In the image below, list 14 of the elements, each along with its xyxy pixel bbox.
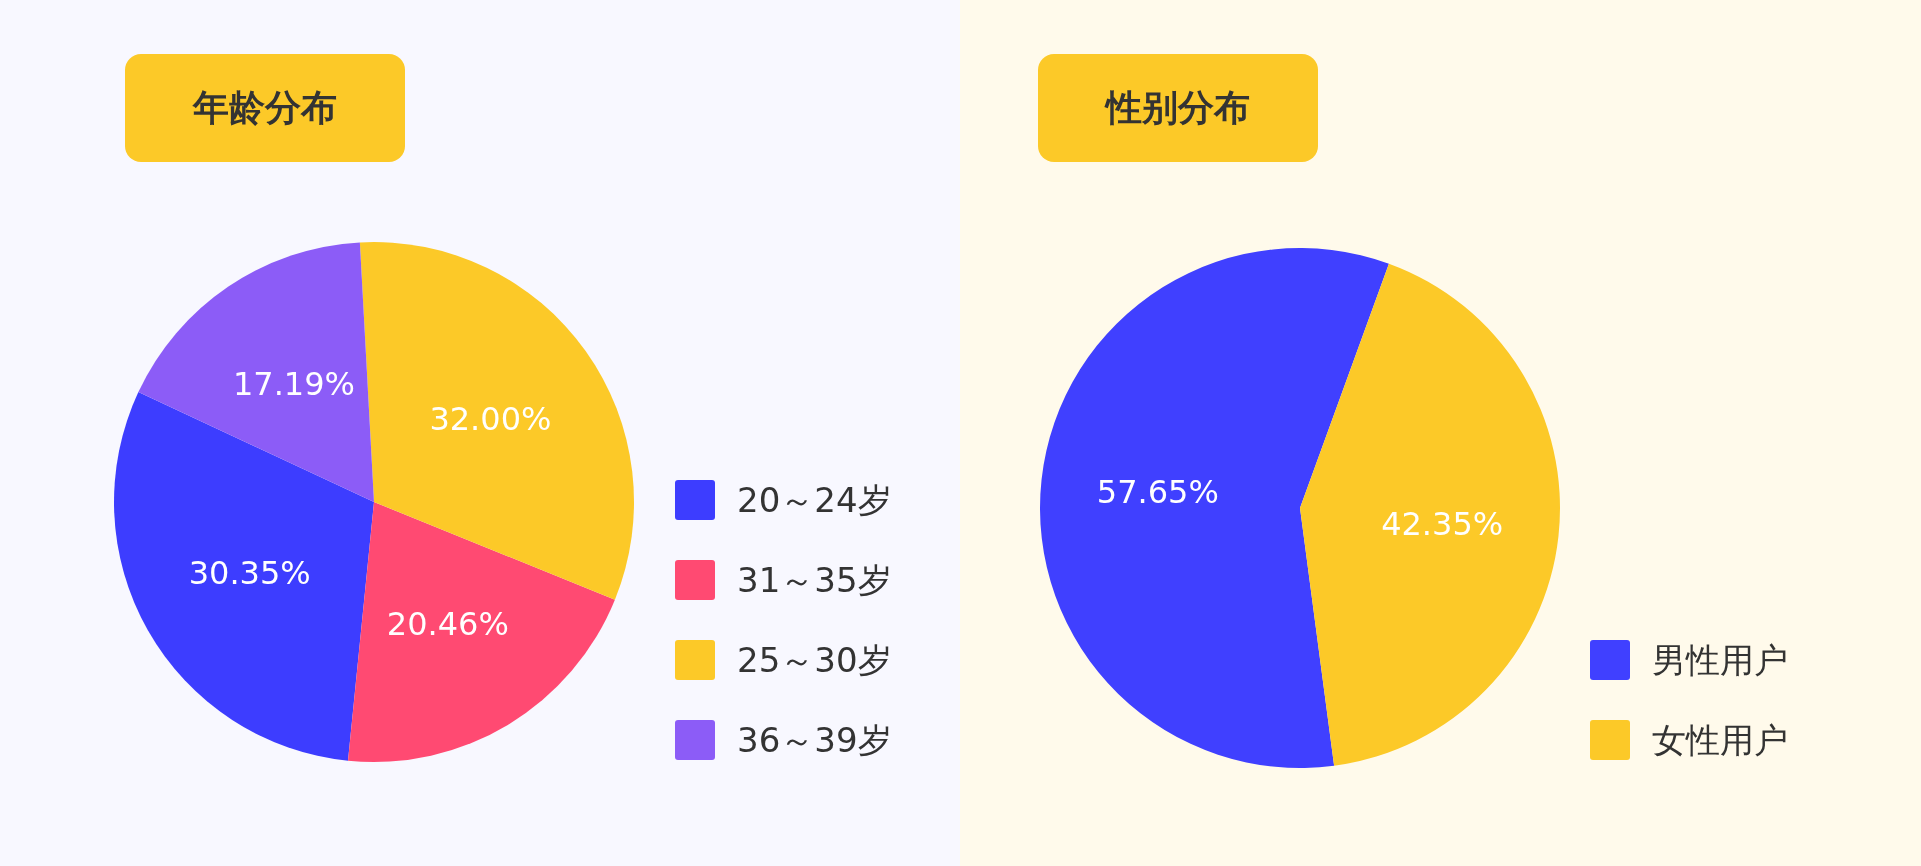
legend-label: 男性用户: [1652, 640, 1788, 680]
data-label: 20.46%: [386, 605, 509, 644]
data-label: 57.65%: [1096, 473, 1219, 512]
chart-title: 性别分布: [1104, 87, 1250, 128]
data-label: 32.00%: [429, 399, 552, 438]
legend-label: 31～35岁: [737, 560, 892, 600]
data-label: 17.19%: [232, 364, 355, 403]
legend-label: 25～30岁: [737, 640, 892, 680]
chart-title: 年龄分布: [192, 87, 337, 128]
legend-label: 36～39岁: [737, 720, 892, 760]
legend-label: 女性用户: [1652, 720, 1788, 760]
data-label: 30.35%: [188, 553, 311, 592]
legend-label: 20～24岁: [737, 480, 892, 520]
data-label: 42.35%: [1381, 504, 1504, 543]
